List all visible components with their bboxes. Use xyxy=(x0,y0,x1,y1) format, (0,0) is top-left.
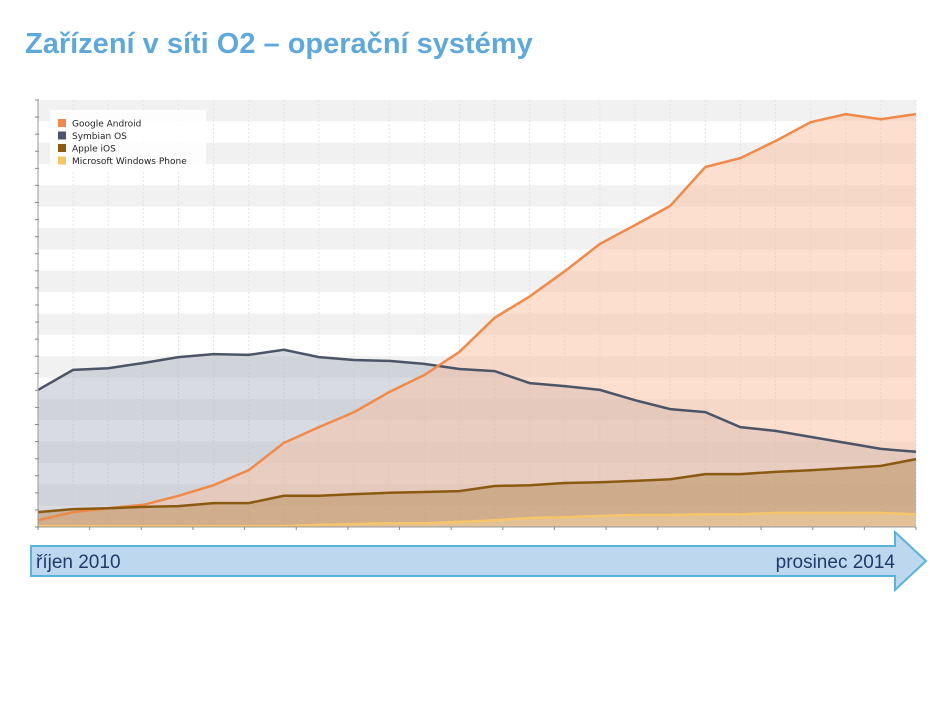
legend-box xyxy=(50,110,206,170)
grid-band xyxy=(38,121,916,143)
timeline-arrow-shape xyxy=(30,529,928,593)
legend-label: Symbian OS xyxy=(72,132,127,142)
chart-lines xyxy=(37,112,917,528)
legend-label: Microsoft Windows Phone xyxy=(72,157,187,167)
legend-swatch xyxy=(58,156,66,165)
timeline-end-label: prosinec 2014 xyxy=(776,552,896,573)
area-google-android xyxy=(38,114,916,527)
legend-swatch xyxy=(58,144,66,152)
y-axis xyxy=(35,99,917,530)
line-google-android xyxy=(37,112,917,522)
legend: Google Android Symbian OS Apple iOS Microso… xyxy=(50,110,206,170)
grid-band xyxy=(38,100,916,122)
grid-band xyxy=(38,142,916,165)
line-apple-ios xyxy=(37,457,917,514)
legend-swatch xyxy=(58,119,66,127)
line-symbian-os xyxy=(37,348,917,454)
area-microsoft-windows-phone xyxy=(38,512,916,527)
legend-label: Google Android xyxy=(72,120,141,130)
legend-label: Apple iOS xyxy=(72,145,116,155)
legend-swatch xyxy=(58,131,66,140)
timeline-start-label: říjen 2010 xyxy=(36,552,121,573)
line-microsoft-windows-phone xyxy=(38,511,917,528)
slide-title: Zařízení v síti O2 – operační systémy xyxy=(25,28,533,60)
timeline-arrow: říjen 2010 prosinec 2014 xyxy=(30,529,928,593)
